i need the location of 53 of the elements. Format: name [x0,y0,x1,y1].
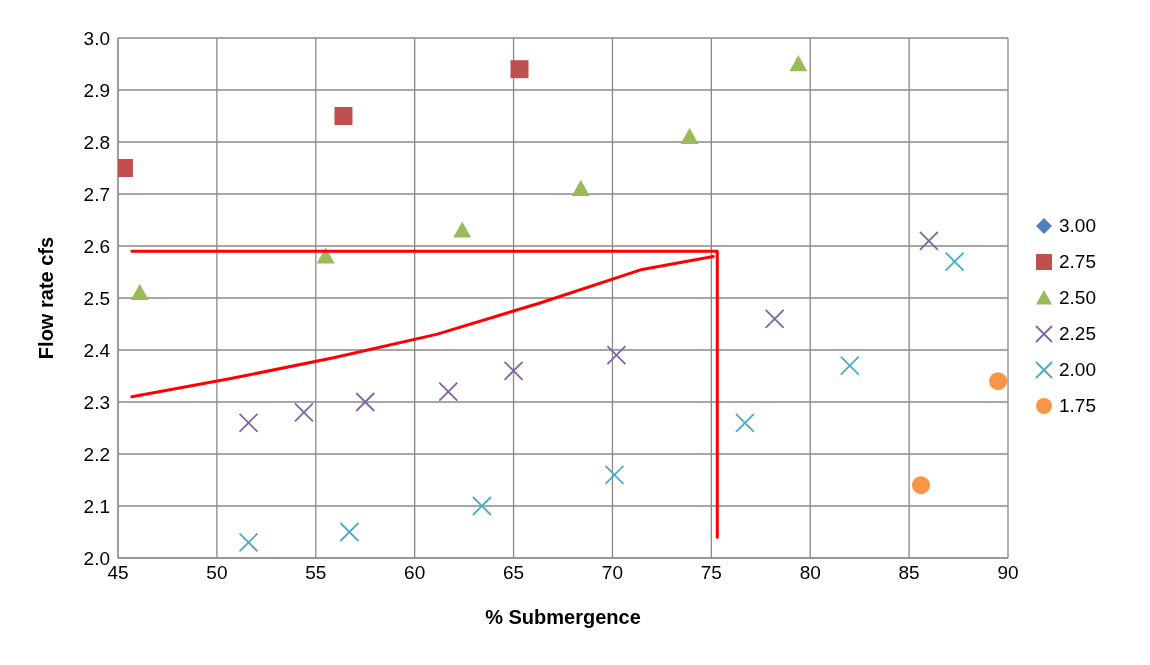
point [764,308,785,329]
x-axis-title: % Submergence [485,606,641,628]
point [839,355,860,376]
point [680,127,699,144]
point [453,221,472,238]
point [989,372,1008,391]
x-tick-label: 85 [898,562,920,584]
point [604,464,625,485]
point [472,496,492,516]
y-tick-label: 2.4 [83,339,111,361]
y-tick-label: 2.9 [83,79,110,101]
y-axis-title: Flow rate cfs [35,236,58,360]
y-tick-label: 2.3 [83,391,110,413]
point [339,522,360,542]
y-tick-label: 2.6 [83,235,110,257]
point [438,381,459,402]
x-tick-label: 60 [404,562,426,584]
y-tick-label: 3.0 [83,27,110,49]
point [503,360,524,381]
point [294,402,314,423]
point [238,412,259,433]
point [238,532,259,553]
point [735,412,755,433]
legend-label: 1.75 [1059,395,1096,417]
legend-label: 3.00 [1059,215,1096,237]
point [355,392,376,412]
point [130,283,149,300]
y-tick-label: 2.0 [83,547,110,569]
legend-label: 2.50 [1059,287,1096,309]
x-tick-label: 75 [700,562,722,584]
x-tick-label: 70 [601,562,624,584]
point [571,179,590,196]
x-tick-label: 65 [502,562,525,584]
y-tick-label: 2.2 [83,443,110,465]
legend-label: 2.00 [1059,359,1096,381]
point [606,345,627,366]
point [911,476,930,495]
point [918,230,939,251]
point [789,55,808,72]
legend-label: 2.75 [1059,251,1096,273]
point [944,251,965,272]
y-tick-label: 2.5 [83,287,110,309]
x-tick-label: 90 [997,562,1019,584]
y-tick-label: 2.1 [83,495,110,517]
y-tick-label: 2.8 [83,131,110,153]
point [510,60,529,79]
y-tick-label: 2.7 [83,183,110,205]
x-tick-label: 80 [799,562,821,584]
point [334,107,353,125]
point [316,247,335,264]
legend-label: 2.25 [1059,323,1096,345]
x-tick-label: 50 [206,562,228,584]
x-tick-label: 55 [305,562,327,584]
